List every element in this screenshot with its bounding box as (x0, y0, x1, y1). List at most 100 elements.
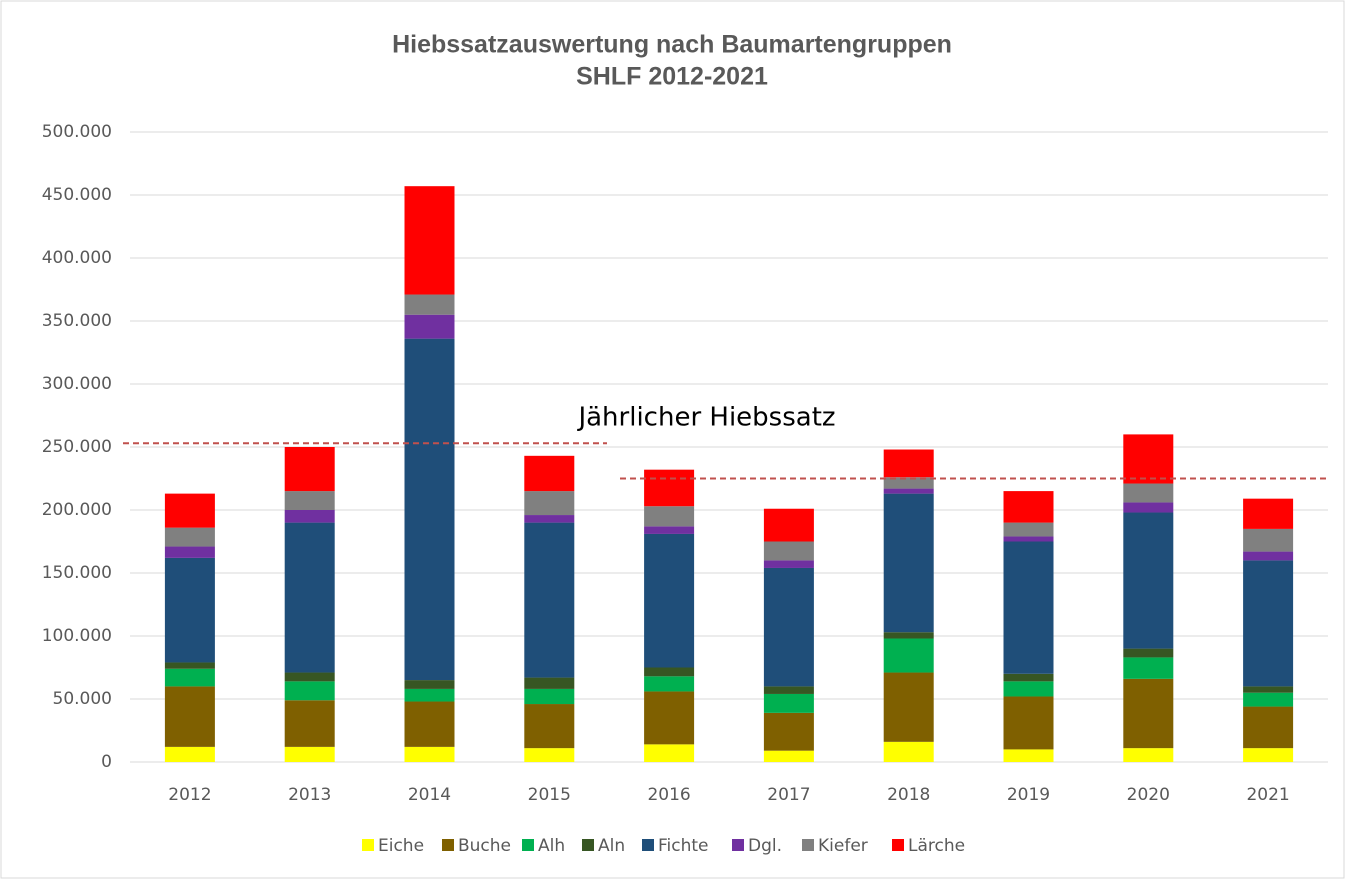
legend-swatch (802, 839, 814, 851)
bar-segment (1123, 657, 1174, 679)
bar-segment (1003, 491, 1054, 523)
y-tick-label: 250.000 (42, 437, 112, 457)
bar-segment (164, 746, 215, 762)
bar-segment (164, 668, 215, 687)
bar-segment (1123, 648, 1174, 658)
legend-label: Alh (538, 836, 565, 856)
bar-segment (1003, 541, 1054, 674)
bar-segment (1243, 498, 1294, 529)
bar-segment (284, 681, 335, 701)
x-tick-label: 2021 (1246, 785, 1289, 805)
bar-segment (1243, 706, 1294, 749)
bar-segment (404, 746, 455, 762)
bar-segment (763, 693, 814, 713)
bar-segment (1003, 696, 1054, 750)
bar-segment (404, 701, 455, 747)
bar-segment (883, 741, 934, 762)
bar-segment (1243, 748, 1294, 762)
chart-subtitle: SHLF 2012-2021 (576, 63, 768, 91)
bar-segment (1243, 692, 1294, 707)
x-tick-label: 2016 (647, 785, 690, 805)
y-tick-label: 50.000 (53, 689, 112, 709)
bar-segment (1123, 748, 1174, 762)
bar-segment (524, 704, 575, 749)
y-tick-label: 150.000 (42, 563, 112, 583)
bar-segment (763, 712, 814, 751)
bar-segment (883, 493, 934, 633)
bar-segment (284, 522, 335, 673)
bar-segment (164, 546, 215, 558)
legend-label: Dgl. (748, 836, 782, 856)
bar-segment (1123, 678, 1174, 749)
bar-segment (763, 508, 814, 542)
bar-segment (883, 449, 934, 478)
legend-swatch (582, 839, 594, 851)
bar-segment (404, 338, 455, 681)
bar-segment (404, 680, 455, 689)
bar-segment (524, 522, 575, 678)
bar-segment (1123, 502, 1174, 513)
annotation: Jährlicher Hiebssatz (576, 403, 835, 433)
bar-segment (644, 691, 695, 745)
x-tick-label: 2013 (288, 785, 331, 805)
x-tick-label: 2014 (408, 785, 451, 805)
bar-segment (1123, 483, 1174, 503)
bar-segment (1243, 686, 1294, 693)
bar-segment (164, 557, 215, 663)
bar-segment (883, 477, 934, 489)
bar-segment (644, 667, 695, 677)
bar-segment (1123, 512, 1174, 649)
bar-segment (164, 493, 215, 528)
bar-segment (164, 686, 215, 747)
bar-segment (1003, 522, 1054, 537)
y-tick-label: 500.000 (42, 122, 112, 142)
bar-segment (883, 632, 934, 639)
bar-segment (284, 746, 335, 762)
y-tick-label: 300.000 (42, 374, 112, 394)
bar-segment (763, 750, 814, 762)
bar-segment (524, 688, 575, 705)
bar-segment (404, 688, 455, 702)
bar-segment (1243, 551, 1294, 561)
bar-segment (524, 515, 575, 523)
bar-segment (763, 567, 814, 687)
bar-segment (763, 541, 814, 561)
chart-title: Hiebssatzauswertung nach Baumartengruppe… (392, 31, 952, 59)
y-tick-label: 200.000 (42, 500, 112, 520)
bar-segment (284, 447, 335, 492)
legend-label: Fichte (658, 836, 709, 856)
bar-segment (883, 638, 934, 673)
y-tick-label: 400.000 (42, 248, 112, 268)
x-tick-label: 2015 (528, 785, 571, 805)
bar-segment (164, 527, 215, 547)
legend-swatch (642, 839, 654, 851)
y-tick-label: 100.000 (42, 626, 112, 646)
legend-swatch (522, 839, 534, 851)
bar-segment (1003, 681, 1054, 697)
bar-segment (644, 506, 695, 527)
bar-segment (524, 677, 575, 689)
x-tick-label: 2012 (168, 785, 211, 805)
x-tick-label: 2019 (1007, 785, 1050, 805)
bar-segment (644, 526, 695, 534)
bar-segment (404, 186, 455, 295)
bar-segment (644, 744, 695, 762)
bar-segment (524, 455, 575, 492)
bar-segment (164, 662, 215, 669)
bar-segment (284, 672, 335, 682)
x-tick-label: 2020 (1127, 785, 1170, 805)
legend-swatch (732, 839, 744, 851)
bar-segment (1243, 560, 1294, 687)
legend-swatch (442, 839, 454, 851)
legend-label: Eiche (378, 836, 424, 856)
legend-label: Buche (458, 836, 511, 856)
bar-segment (883, 672, 934, 742)
bar-segment (644, 469, 695, 507)
legend-label: Kiefer (818, 836, 868, 856)
bar-segment (1003, 749, 1054, 762)
legend-swatch (362, 839, 374, 851)
bar-segment (1003, 536, 1054, 542)
x-tick-label: 2018 (887, 785, 930, 805)
bar-segment (644, 676, 695, 692)
